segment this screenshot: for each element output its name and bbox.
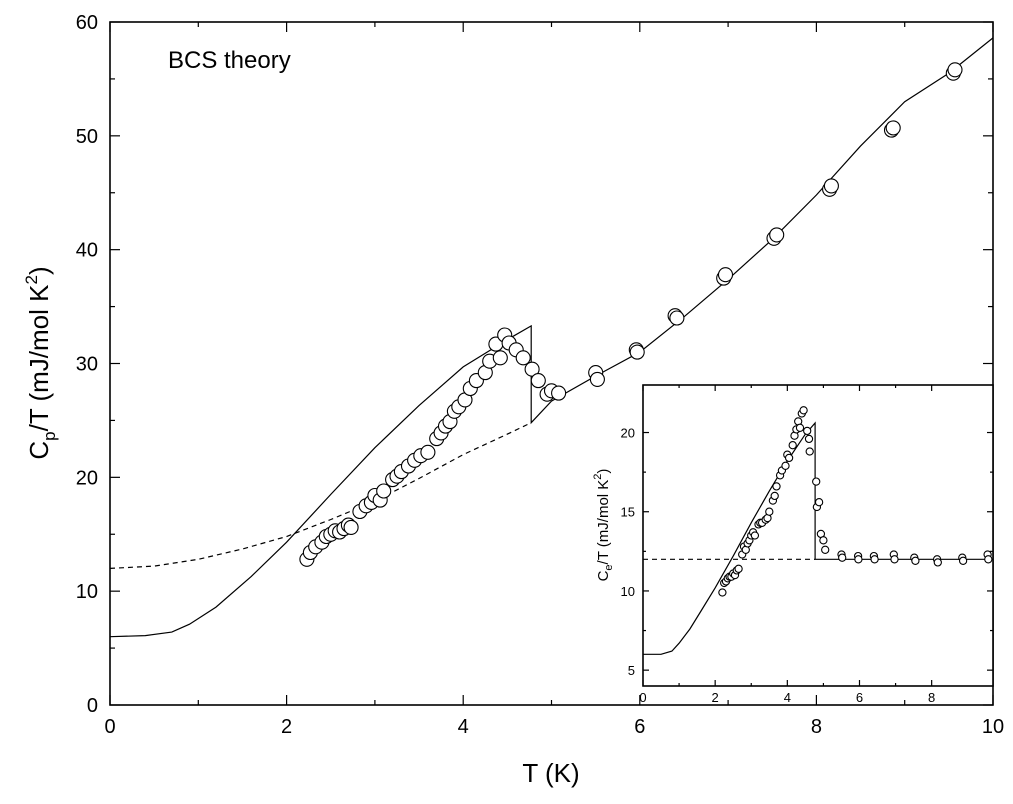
x-tick-label: 8 — [928, 690, 935, 705]
data-point — [524, 361, 540, 377]
data-point — [814, 498, 824, 507]
data-point — [492, 350, 508, 366]
data-point — [629, 344, 645, 360]
x-tick-label: 6 — [856, 690, 863, 705]
data-point — [669, 310, 685, 326]
data-point — [343, 519, 359, 535]
x-tick-label: 2 — [712, 690, 719, 705]
bcs-theory-annotation: BCS theory — [168, 47, 291, 74]
data-point — [765, 507, 774, 516]
data-point — [819, 536, 828, 545]
data-point — [420, 444, 436, 460]
data-point — [717, 267, 734, 283]
x-tick-label: 4 — [458, 716, 469, 738]
y-tick-label: 10 — [621, 584, 635, 599]
data-point — [812, 477, 821, 486]
data-point — [376, 483, 392, 499]
y-tick-label: 50 — [76, 126, 98, 148]
y-tick-label: 20 — [76, 467, 98, 489]
y-tick-label: 30 — [76, 354, 98, 376]
main-plot-marks — [109, 37, 994, 638]
data-point — [805, 447, 814, 456]
x-tick-label: 8 — [811, 716, 822, 738]
data-point — [589, 371, 605, 387]
data-point — [750, 531, 760, 540]
inset-plot: 0 2 4 6 8 5 10 15 20 Ce/T (mJ/mol K2) — [592, 384, 994, 705]
solid-fit-line — [109, 37, 994, 638]
inset-axis-ticks: 0 2 4 6 8 5 10 15 20 — [621, 385, 993, 705]
data-point — [885, 120, 901, 136]
y-tick-label: 5 — [628, 663, 635, 678]
x-tick-label: 0 — [639, 690, 646, 705]
y-tick-label: 10 — [76, 581, 98, 603]
data-point — [911, 556, 920, 565]
x-tick-label: 6 — [634, 716, 645, 738]
data-point — [870, 555, 879, 564]
data-point — [803, 426, 812, 436]
data-point — [958, 556, 968, 565]
y-tick-label: 40 — [76, 240, 98, 262]
data-point — [854, 555, 863, 564]
data-point — [821, 545, 830, 554]
data-point — [823, 178, 839, 194]
x-tick-label: 4 — [784, 690, 791, 705]
data-point — [804, 434, 814, 444]
solid-fit-line — [643, 421, 993, 655]
x-tick-label: 2 — [281, 716, 292, 738]
data-point — [770, 491, 779, 501]
inset-plot-frame — [642, 384, 994, 687]
data-point — [933, 558, 942, 567]
data-point — [551, 385, 567, 401]
y-tick-label: 20 — [621, 426, 635, 441]
data-point — [799, 406, 808, 415]
x-tick-label: 10 — [982, 716, 1004, 738]
y-tick-label: 60 — [76, 12, 98, 34]
data-point — [890, 555, 899, 564]
data-point — [769, 227, 785, 243]
data-point — [838, 553, 847, 562]
data-point — [984, 555, 993, 564]
x-axis-title: T (K) — [522, 758, 579, 788]
data-point — [734, 564, 743, 573]
data-point — [515, 350, 531, 366]
y-axis-title: Cp/T (mJ/mol K2) — [22, 266, 59, 459]
data-point — [947, 62, 963, 78]
data-point — [718, 588, 727, 597]
x-tick-label: 0 — [104, 716, 115, 738]
y-tick-label: 15 — [621, 505, 635, 520]
data-point — [772, 482, 781, 491]
data-point — [795, 423, 805, 432]
data-point — [788, 441, 797, 450]
y-tick-label: 0 — [87, 695, 98, 717]
data-point — [784, 453, 794, 463]
data-point — [530, 373, 546, 389]
dashed-fit-line — [109, 422, 532, 569]
inset-plot-marks — [643, 406, 993, 655]
inset-y-axis-title: Ce/T (mJ/mol K2) — [592, 469, 615, 582]
data-point — [781, 461, 790, 470]
